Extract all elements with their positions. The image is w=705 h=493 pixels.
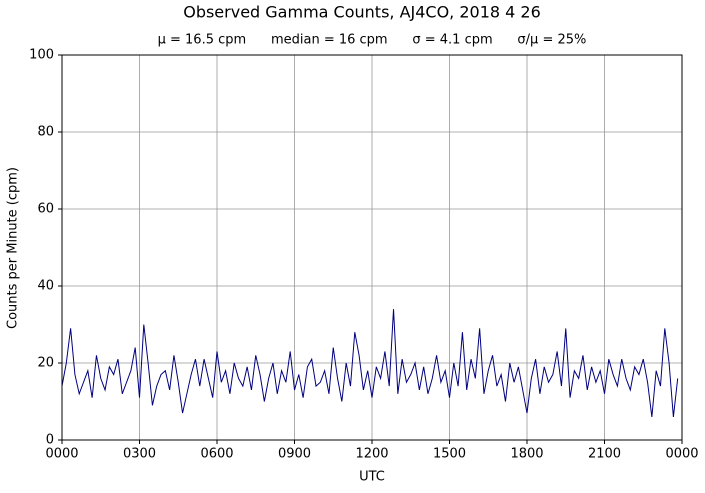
x-tick-label: 0000 bbox=[665, 447, 698, 462]
y-tick-label: 40 bbox=[37, 279, 54, 294]
x-tick-label: 0600 bbox=[200, 447, 233, 462]
data-line bbox=[61, 309, 679, 417]
x-tick-label: 0300 bbox=[123, 447, 156, 462]
x-axis-label: UTC bbox=[359, 470, 385, 485]
x-tick-label: 1500 bbox=[433, 447, 466, 462]
y-tick-label: 60 bbox=[37, 202, 54, 217]
x-tick-label: 0900 bbox=[278, 447, 311, 462]
x-tick-label: 2100 bbox=[588, 447, 621, 462]
y-tick-label: 0 bbox=[46, 433, 54, 448]
plot-frame bbox=[61, 54, 683, 441]
y-axis-label: Counts per Minute (cpm) bbox=[6, 167, 21, 329]
x-tick-label: 0000 bbox=[45, 447, 78, 462]
x-tick-label: 1800 bbox=[510, 447, 543, 462]
y-tick-label: 100 bbox=[29, 48, 54, 63]
x-tick-label: 1200 bbox=[355, 447, 388, 462]
chart-title: Observed Gamma Counts, AJ4CO, 2018 4 26 bbox=[183, 3, 541, 22]
y-tick-label: 20 bbox=[37, 356, 54, 371]
y-tick-label: 80 bbox=[37, 125, 54, 140]
chart-subtitle: μ = 16.5 cpm median = 16 cpm σ = 4.1 cpm… bbox=[158, 33, 587, 48]
